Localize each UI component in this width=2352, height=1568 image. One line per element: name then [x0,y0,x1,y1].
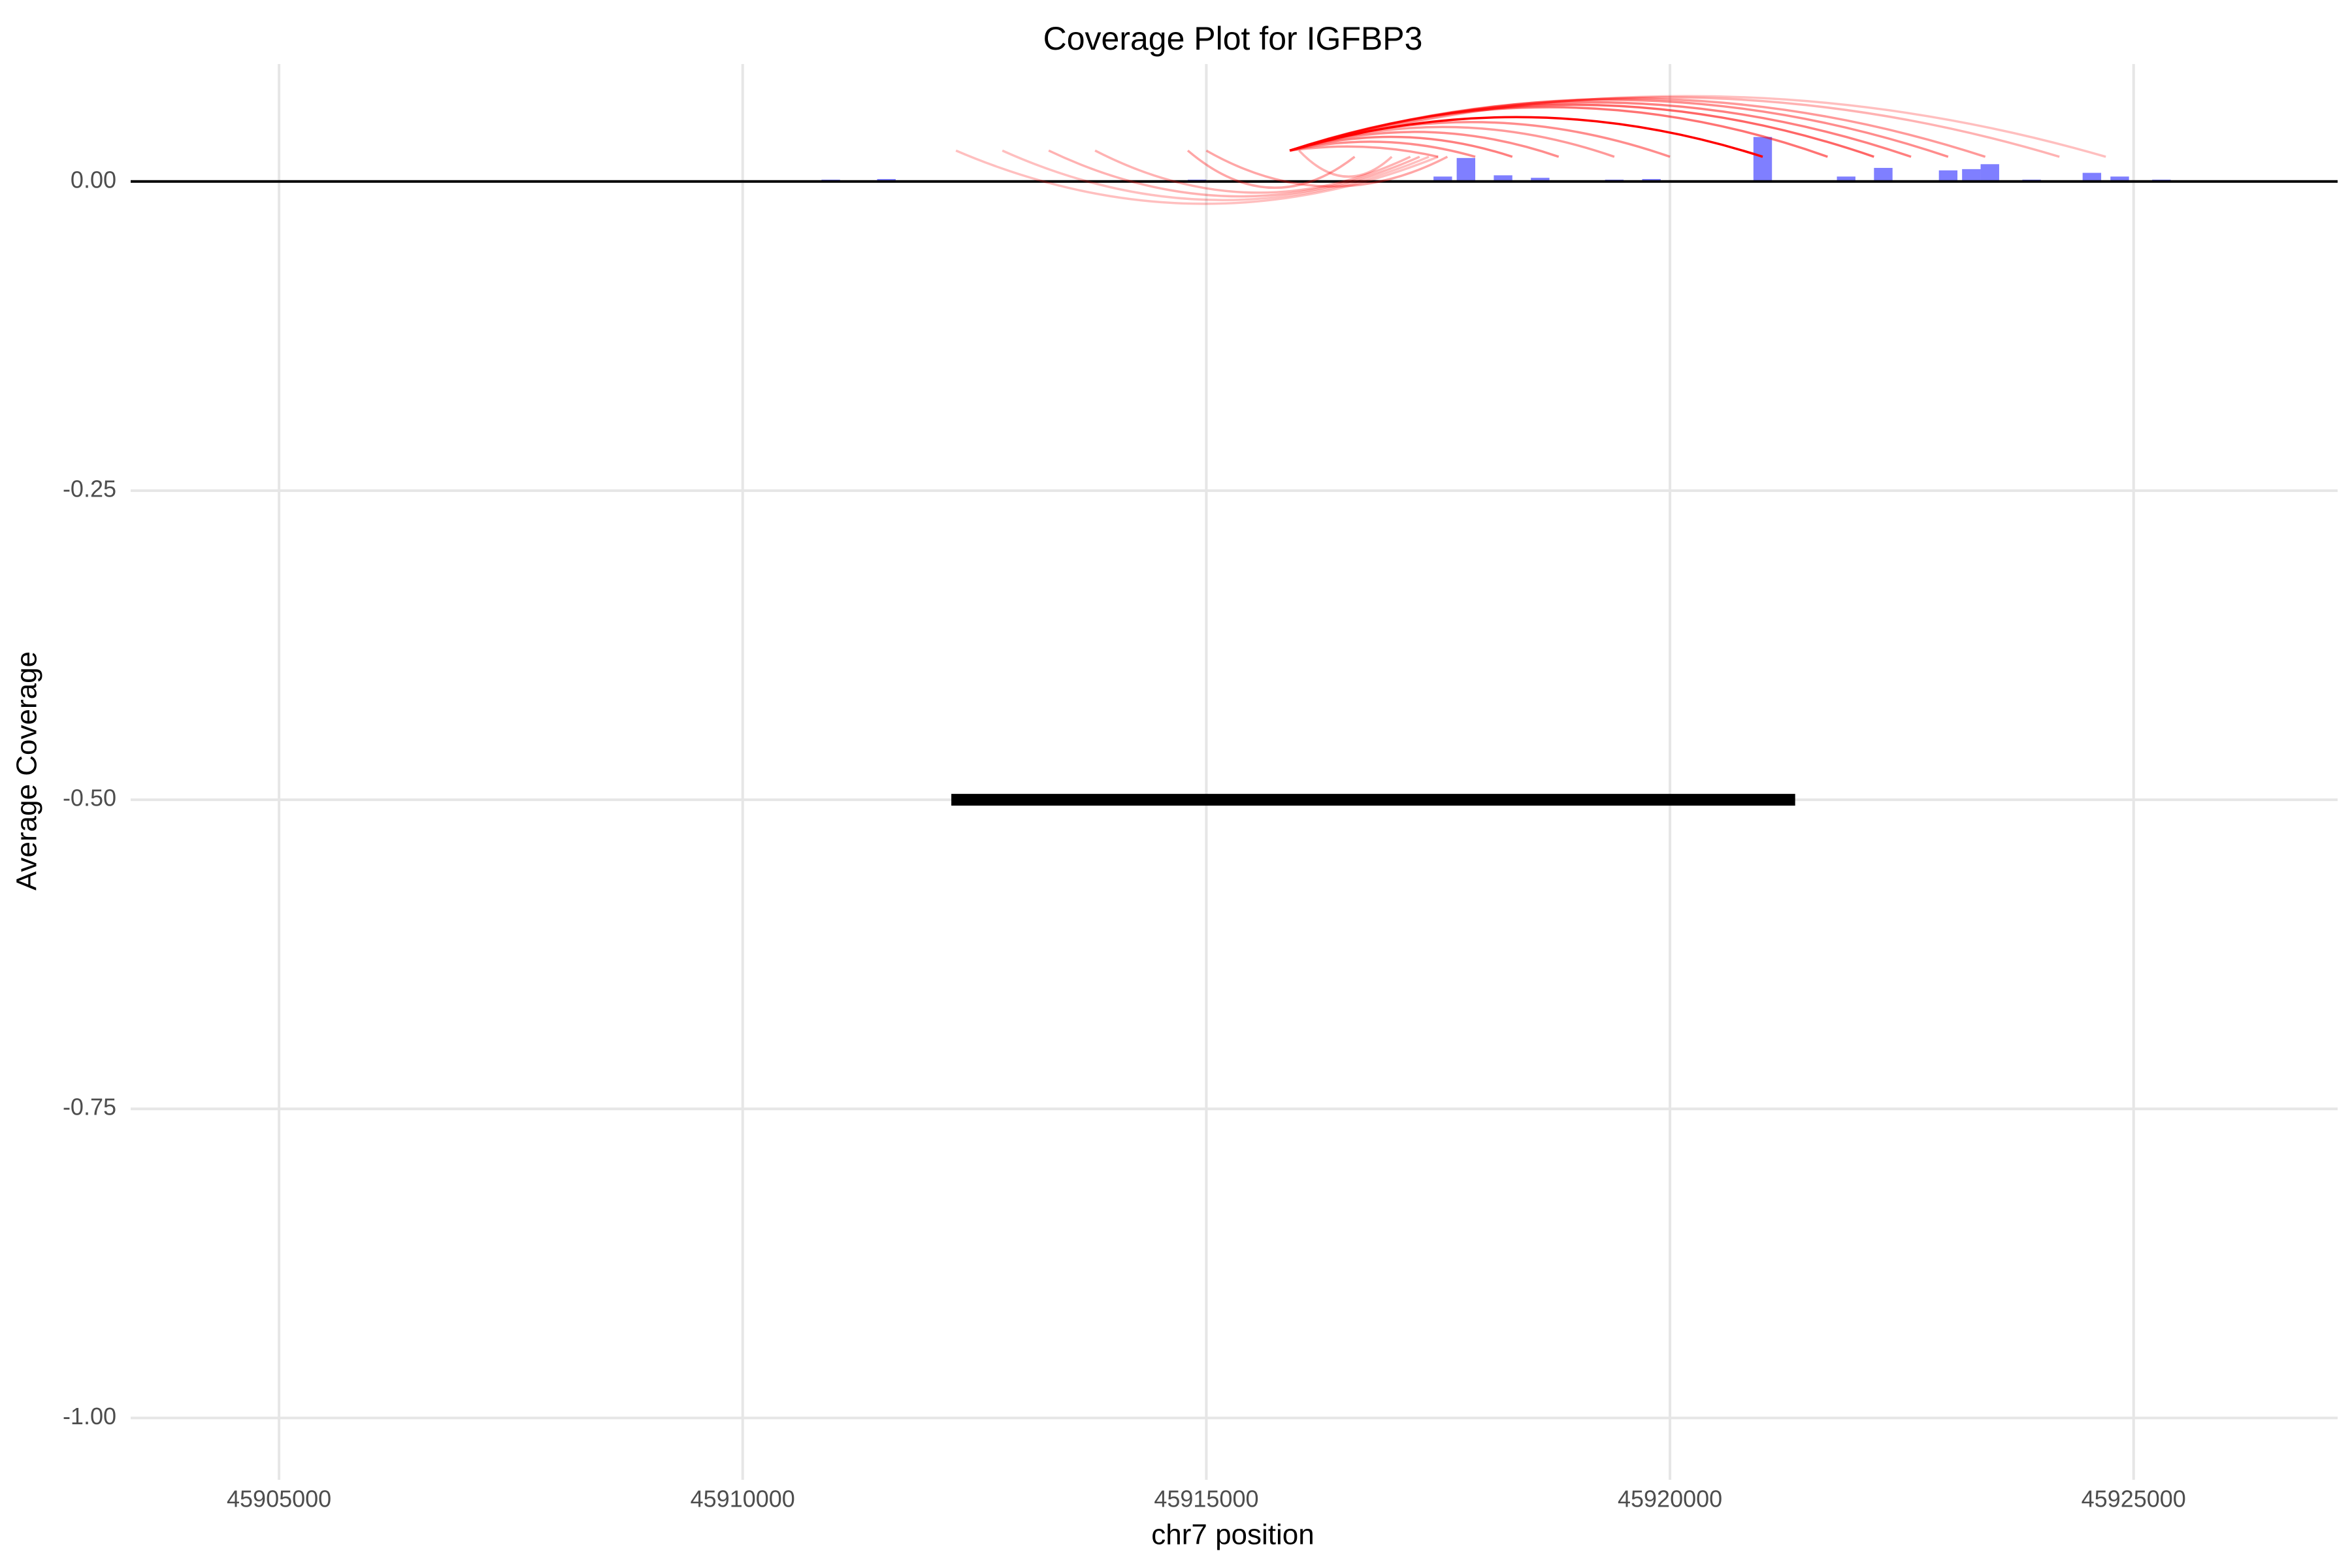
y-axis-title: Average Coverage [11,651,43,890]
x-tick-label: 45905000 [227,1486,331,1512]
junction-arc [1289,140,1476,158]
y-tick-label: -1.00 [63,1403,116,1429]
junction-arc [1289,96,2060,158]
x-tick-label: 45920000 [1618,1486,1722,1512]
y-tick-label: 0.00 [71,166,116,193]
junction-arc [1048,149,1420,198]
coverage-bar [1874,167,1893,182]
coverage-bar [1753,137,1772,182]
junction-arc [1298,150,1393,178]
x-tick-label: 45915000 [1154,1486,1258,1512]
junction-arc [1289,125,1615,158]
junction-arc [1289,95,2106,158]
x-tick-label: 45910000 [691,1486,795,1512]
junction-arcs [955,95,2106,205]
coverage-bar [1938,170,1958,182]
junction-arc [1186,150,1356,189]
junction-arc [1205,149,1448,188]
y-tick-label: -0.25 [63,475,116,502]
y-tick-label: -0.50 [63,785,116,811]
y-tick-label: -0.75 [63,1094,116,1120]
junction-arc [1094,149,1411,194]
y-tick-labels: -1.00 -0.75 -0.50 -0.25 0.00 [63,166,116,1429]
coverage-bar [2082,172,2102,182]
coverage-bar [1456,157,1476,182]
junction-arc [1289,145,1439,158]
x-axis-title: chr7 position [1151,1519,1314,1551]
junction-arc [955,149,1439,205]
coverage-bar [1433,176,1452,182]
junction-arc [1289,121,1671,158]
x-gridlines [278,64,2135,1480]
junction-arc [1289,116,1763,158]
coverage-bar [1494,175,1512,182]
coverage-bar [1531,178,1550,182]
coverage-bar [1837,176,1855,182]
coverage-bar [1980,164,1999,182]
coverage-bars [821,137,2171,182]
chart-title: Coverage Plot for IGFBP3 [1043,20,1423,57]
junction-arc [1289,106,1828,158]
junction-arc [1289,135,1513,158]
x-tick-label: 45925000 [2082,1486,2186,1512]
coverage-bar [1962,169,1981,182]
junction-arc [1002,149,1429,202]
x-tick-labels: 45905000 45910000 45915000 45920000 45925000 [227,1486,2186,1512]
coverage-bar [2110,176,2129,182]
